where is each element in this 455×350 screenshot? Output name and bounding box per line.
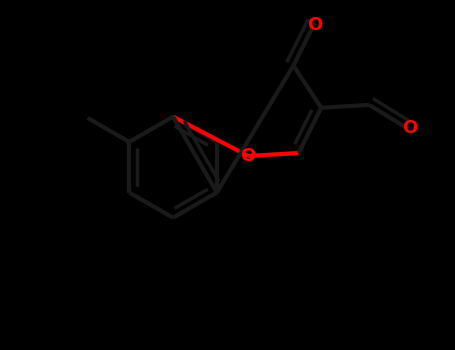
Text: O: O [402, 119, 418, 136]
Text: O: O [241, 147, 256, 165]
Text: O: O [307, 15, 323, 34]
